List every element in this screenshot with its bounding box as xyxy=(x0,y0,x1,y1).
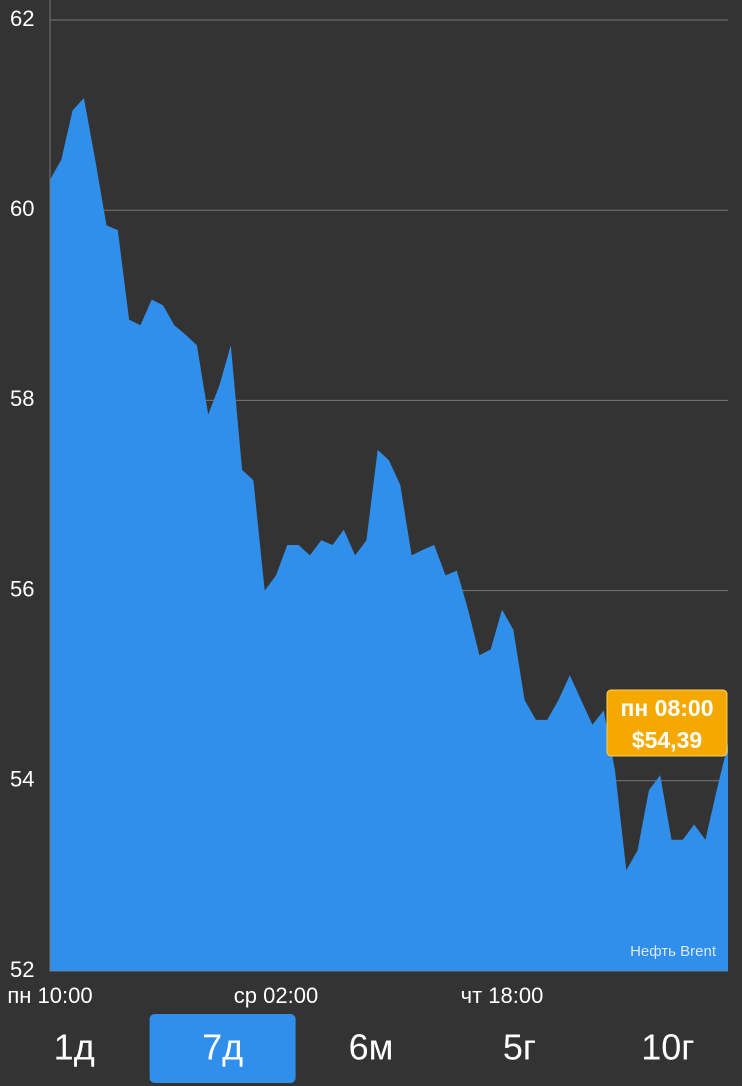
y-tick-label: 54 xyxy=(10,767,34,792)
x-tick-label: пн 10:00 xyxy=(7,983,92,1008)
tooltip-time: пн 08:00 xyxy=(621,695,714,721)
tooltip-box xyxy=(606,689,728,757)
x-tick-label: чт 18:00 xyxy=(461,983,544,1008)
tab[interactable]: 6м xyxy=(349,1027,394,1068)
y-tick-label: 62 xyxy=(10,6,34,31)
tab[interactable]: 5г xyxy=(503,1027,536,1068)
series-label: Нефть Brent xyxy=(630,943,717,960)
y-tick-label: 52 xyxy=(10,957,34,982)
y-tick-label: 60 xyxy=(10,196,34,221)
tab[interactable]: 1д xyxy=(54,1027,95,1068)
tooltip-price: $54,39 xyxy=(632,727,702,753)
tab-selected-bg xyxy=(149,1014,296,1083)
x-tick-label: ср 02:00 xyxy=(234,983,318,1008)
tab[interactable]: 7д xyxy=(202,1027,243,1068)
area xyxy=(50,97,728,972)
y-tick-label: 56 xyxy=(10,576,34,601)
y-tick-label: 58 xyxy=(10,386,34,411)
tab[interactable]: 10г xyxy=(641,1027,694,1068)
